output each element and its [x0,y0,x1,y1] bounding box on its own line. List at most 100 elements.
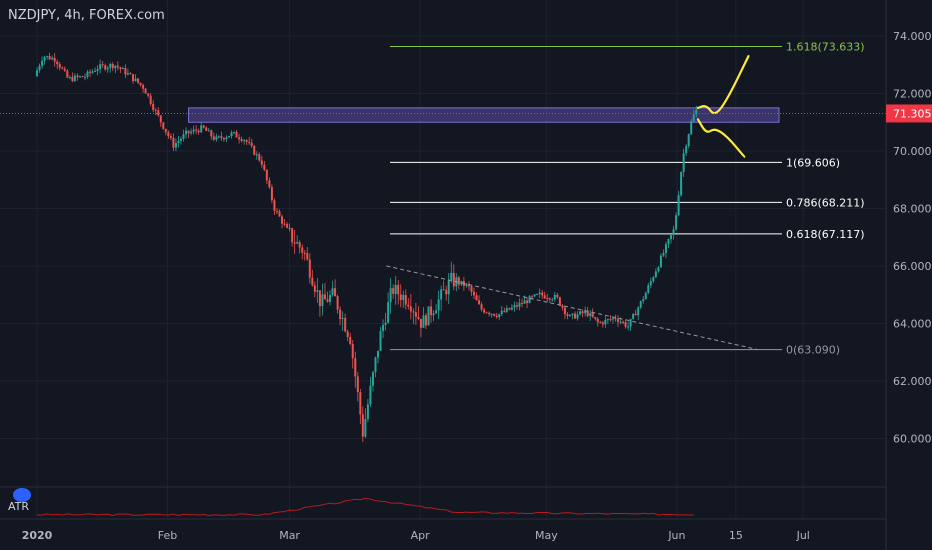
candle-body [243,140,246,142]
candle-body [210,130,213,137]
candle-body [637,307,640,316]
candle-body [187,130,190,134]
candle-body [500,310,503,315]
candle-body [397,284,400,295]
candle-body [445,289,448,295]
candle-body [339,309,342,320]
candle-body [404,295,407,305]
candle-body [63,68,66,71]
current-price-label: 71.305 [893,107,932,120]
candle-body [654,271,657,278]
candle-body [632,313,635,319]
candle-body [263,164,266,170]
candle-body [344,317,347,332]
candle-body [563,307,566,315]
candle-body [508,308,511,310]
atr-indicator-badge[interactable]: ATR [8,488,36,514]
time-axis[interactable]: 2020 Feb Mar Apr May Jun 15 Jul [22,529,810,542]
candle-body [306,253,309,260]
candle-body [634,313,637,316]
current-price-tag: 71.305 [886,104,932,123]
candle-body [685,146,688,154]
candles [36,52,698,443]
candle-body [606,319,609,321]
candle-body [164,128,167,133]
candle-body [253,145,256,155]
grid [0,0,886,519]
candle-body [566,314,569,316]
candle-body [89,71,92,73]
candle-body [526,300,529,304]
candle-body [104,65,107,70]
scenario-bear [696,118,746,158]
candle-body [101,64,104,66]
candle-body [452,272,455,287]
candle-body [298,242,301,248]
candle-body [485,312,488,314]
candle-body [536,294,539,296]
candle-body [387,302,390,323]
candle-body [83,76,86,78]
candle-body [561,305,564,308]
candle-body [326,299,329,302]
candle-body [124,67,127,75]
candle-body [417,316,420,320]
candle-body [66,70,69,78]
candle-body [71,77,74,82]
candle-body [425,315,428,326]
candle-body [111,63,114,69]
candle-body [591,313,594,318]
candle-body [579,311,582,315]
candle-body [169,136,172,138]
candle-body [619,321,622,323]
candle-body [460,280,463,285]
candle-body [53,57,56,62]
candle-body [657,267,660,272]
tradingview-logo-icon [13,488,31,502]
candle-body [270,187,273,201]
candle-body [399,294,402,300]
candle-body [351,343,354,359]
candle-body [488,312,491,315]
candle-body [622,321,625,323]
candle-body [207,130,210,132]
candle-body [609,319,612,321]
price-axis[interactable]: 74.000 72.000 70.000 68.000 66.000 64.000 62.0… [893,30,932,446]
candle-body [495,315,498,318]
candle-body [321,294,324,307]
candle-body [377,350,380,358]
candle-body [667,239,670,245]
candle-body [225,137,228,140]
scenario-paths [696,55,750,158]
candle-body [86,71,89,77]
price-tick-label: 66.000 [893,260,932,273]
candle-body [114,65,117,69]
price-tick-label: 72.000 [893,88,932,101]
candle-body [523,300,526,304]
candle-body [81,76,84,78]
candle-body [664,244,667,254]
trendline[interactable] [386,265,758,350]
candle-body [616,319,619,323]
candle-body [543,295,546,299]
candle-body [680,172,683,196]
candle-body [533,294,536,297]
chart-title: NZDJPY, 4h, FOREX.com [8,8,165,23]
time-tick-label: Jul [796,529,810,542]
candle-body [76,75,79,77]
candle-body [442,289,445,291]
candle-body [258,154,261,161]
candle-body [392,288,395,294]
candle-body [58,64,61,68]
candle-body [149,95,152,105]
candle-body [329,294,332,302]
candle-body [503,310,506,312]
candle-body [137,78,140,83]
candle-body [601,322,604,325]
candle-body [235,131,238,138]
candle-body [472,291,475,296]
fib-label-1: 1(69.606) [786,156,840,169]
candle-body [46,56,49,58]
